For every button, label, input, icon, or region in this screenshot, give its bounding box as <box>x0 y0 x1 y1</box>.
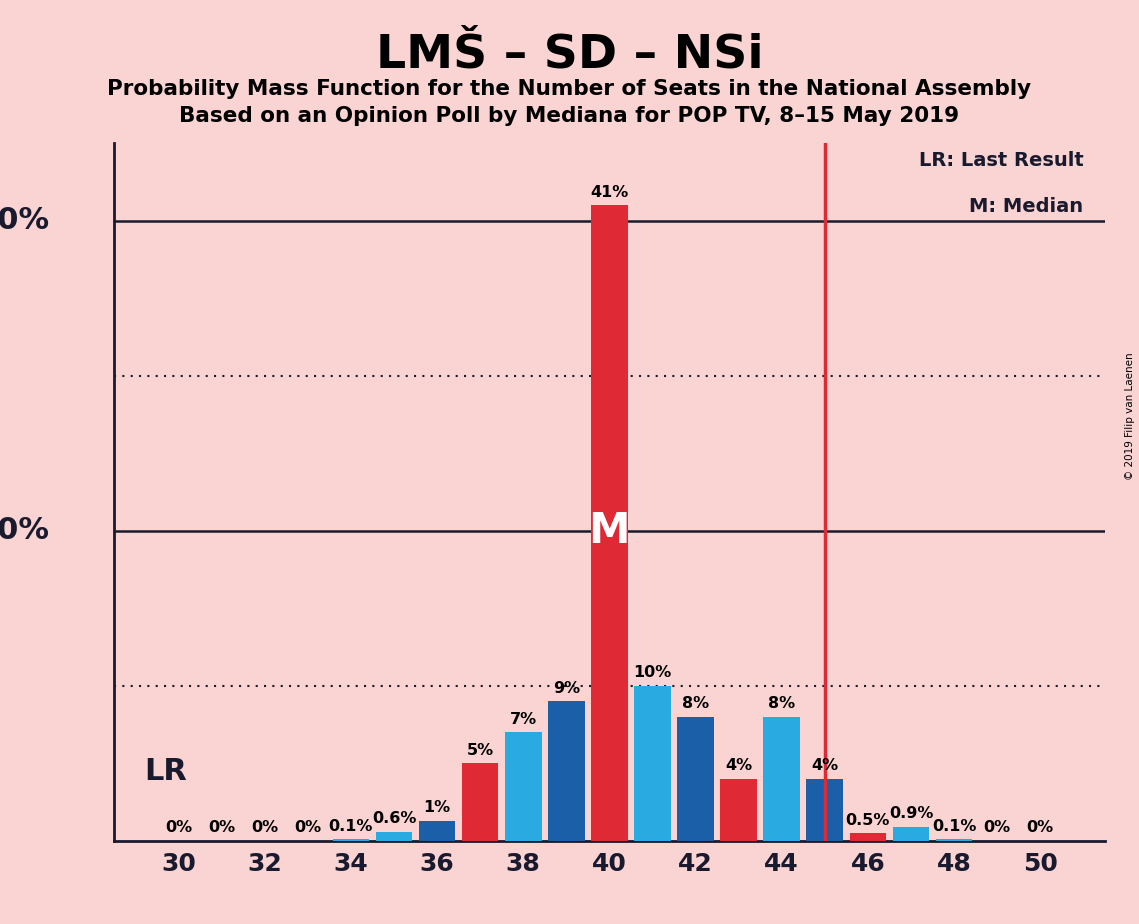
Bar <box>806 779 843 841</box>
Bar <box>419 821 456 841</box>
Bar <box>936 839 973 841</box>
Bar <box>505 733 541 841</box>
Text: 8%: 8% <box>682 697 710 711</box>
Text: M: M <box>589 510 630 552</box>
Bar <box>591 205 628 841</box>
Bar <box>461 763 499 841</box>
Text: 7%: 7% <box>509 711 536 727</box>
Bar <box>850 833 886 841</box>
Text: 0.1%: 0.1% <box>932 819 976 833</box>
Text: 0.1%: 0.1% <box>329 819 374 833</box>
Text: 0%: 0% <box>251 821 278 835</box>
Text: LR: Last Result: LR: Last Result <box>918 151 1083 170</box>
Text: 5%: 5% <box>467 743 493 758</box>
Text: 0.5%: 0.5% <box>845 813 890 828</box>
Text: © 2019 Filip van Laenen: © 2019 Filip van Laenen <box>1125 352 1134 480</box>
Bar <box>376 832 412 841</box>
Text: LR: LR <box>144 757 187 785</box>
Text: 4%: 4% <box>811 759 838 773</box>
Text: 0%: 0% <box>1026 821 1054 835</box>
Text: 10%: 10% <box>633 665 672 680</box>
Bar <box>720 779 757 841</box>
Text: 40%: 40% <box>0 206 49 236</box>
Bar <box>763 717 800 841</box>
Text: 0.6%: 0.6% <box>371 811 416 826</box>
Text: 1%: 1% <box>424 800 451 815</box>
Text: 0%: 0% <box>165 821 192 835</box>
Bar <box>548 701 584 841</box>
Text: 0%: 0% <box>294 821 321 835</box>
Text: 0%: 0% <box>208 821 235 835</box>
Text: LMŠ – SD – NSi: LMŠ – SD – NSi <box>376 32 763 78</box>
Bar <box>893 827 929 841</box>
Text: Probability Mass Function for the Number of Seats in the National Assembly: Probability Mass Function for the Number… <box>107 79 1032 99</box>
Text: 0%: 0% <box>984 821 1010 835</box>
Bar <box>333 839 369 841</box>
Text: 20%: 20% <box>0 517 49 545</box>
Bar <box>634 686 671 841</box>
Bar <box>678 717 714 841</box>
Text: M: Median: M: Median <box>969 198 1083 216</box>
Text: 4%: 4% <box>726 759 752 773</box>
Text: Based on an Opinion Poll by Mediana for POP TV, 8–15 May 2019: Based on an Opinion Poll by Mediana for … <box>180 106 959 127</box>
Text: 9%: 9% <box>552 681 580 696</box>
Text: 0.9%: 0.9% <box>888 807 933 821</box>
Text: 41%: 41% <box>590 185 629 200</box>
Text: 8%: 8% <box>768 697 795 711</box>
